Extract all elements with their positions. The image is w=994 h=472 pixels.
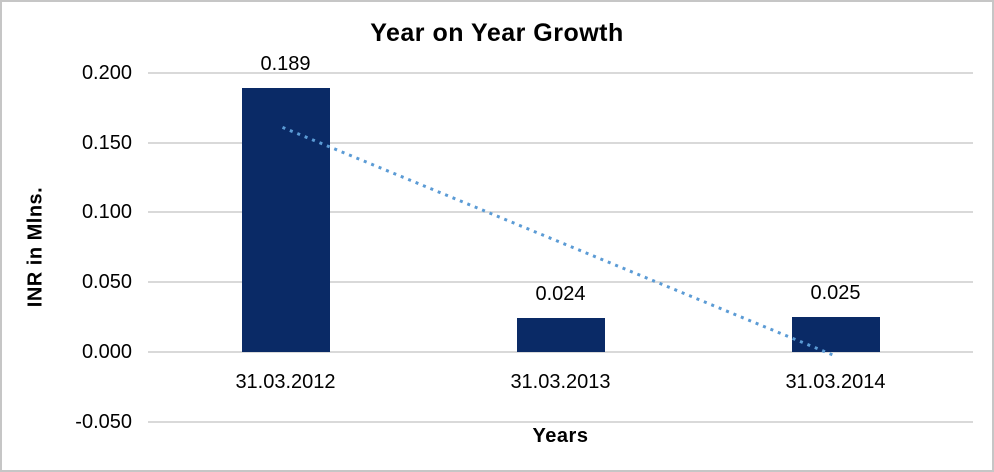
y-tick-label: 0.000 bbox=[81, 340, 132, 363]
gridline bbox=[148, 420, 973, 423]
x-category-label: 31.03.2014 bbox=[785, 371, 886, 393]
y-tick-label: 0.050 bbox=[81, 271, 132, 294]
y-tick-label: 0.200 bbox=[81, 62, 132, 84]
bar bbox=[241, 88, 330, 352]
bar-value-label: 0.189 bbox=[260, 53, 311, 76]
bar bbox=[516, 318, 605, 352]
y-tick-label: 0.100 bbox=[81, 201, 132, 224]
bar-value-label: 0.025 bbox=[810, 282, 861, 305]
bar bbox=[791, 317, 880, 352]
chart-title: Year on Year Growth bbox=[370, 19, 624, 47]
x-axis-title: Years bbox=[532, 425, 589, 447]
y-tick-label: -0.050 bbox=[75, 410, 132, 433]
y-tick-label: 0.150 bbox=[81, 131, 132, 154]
bar-value-label: 0.024 bbox=[535, 283, 586, 306]
x-category-label: 31.03.2013 bbox=[510, 371, 611, 393]
x-category-label: 31.03.2012 bbox=[235, 371, 336, 393]
gridline bbox=[148, 72, 973, 74]
